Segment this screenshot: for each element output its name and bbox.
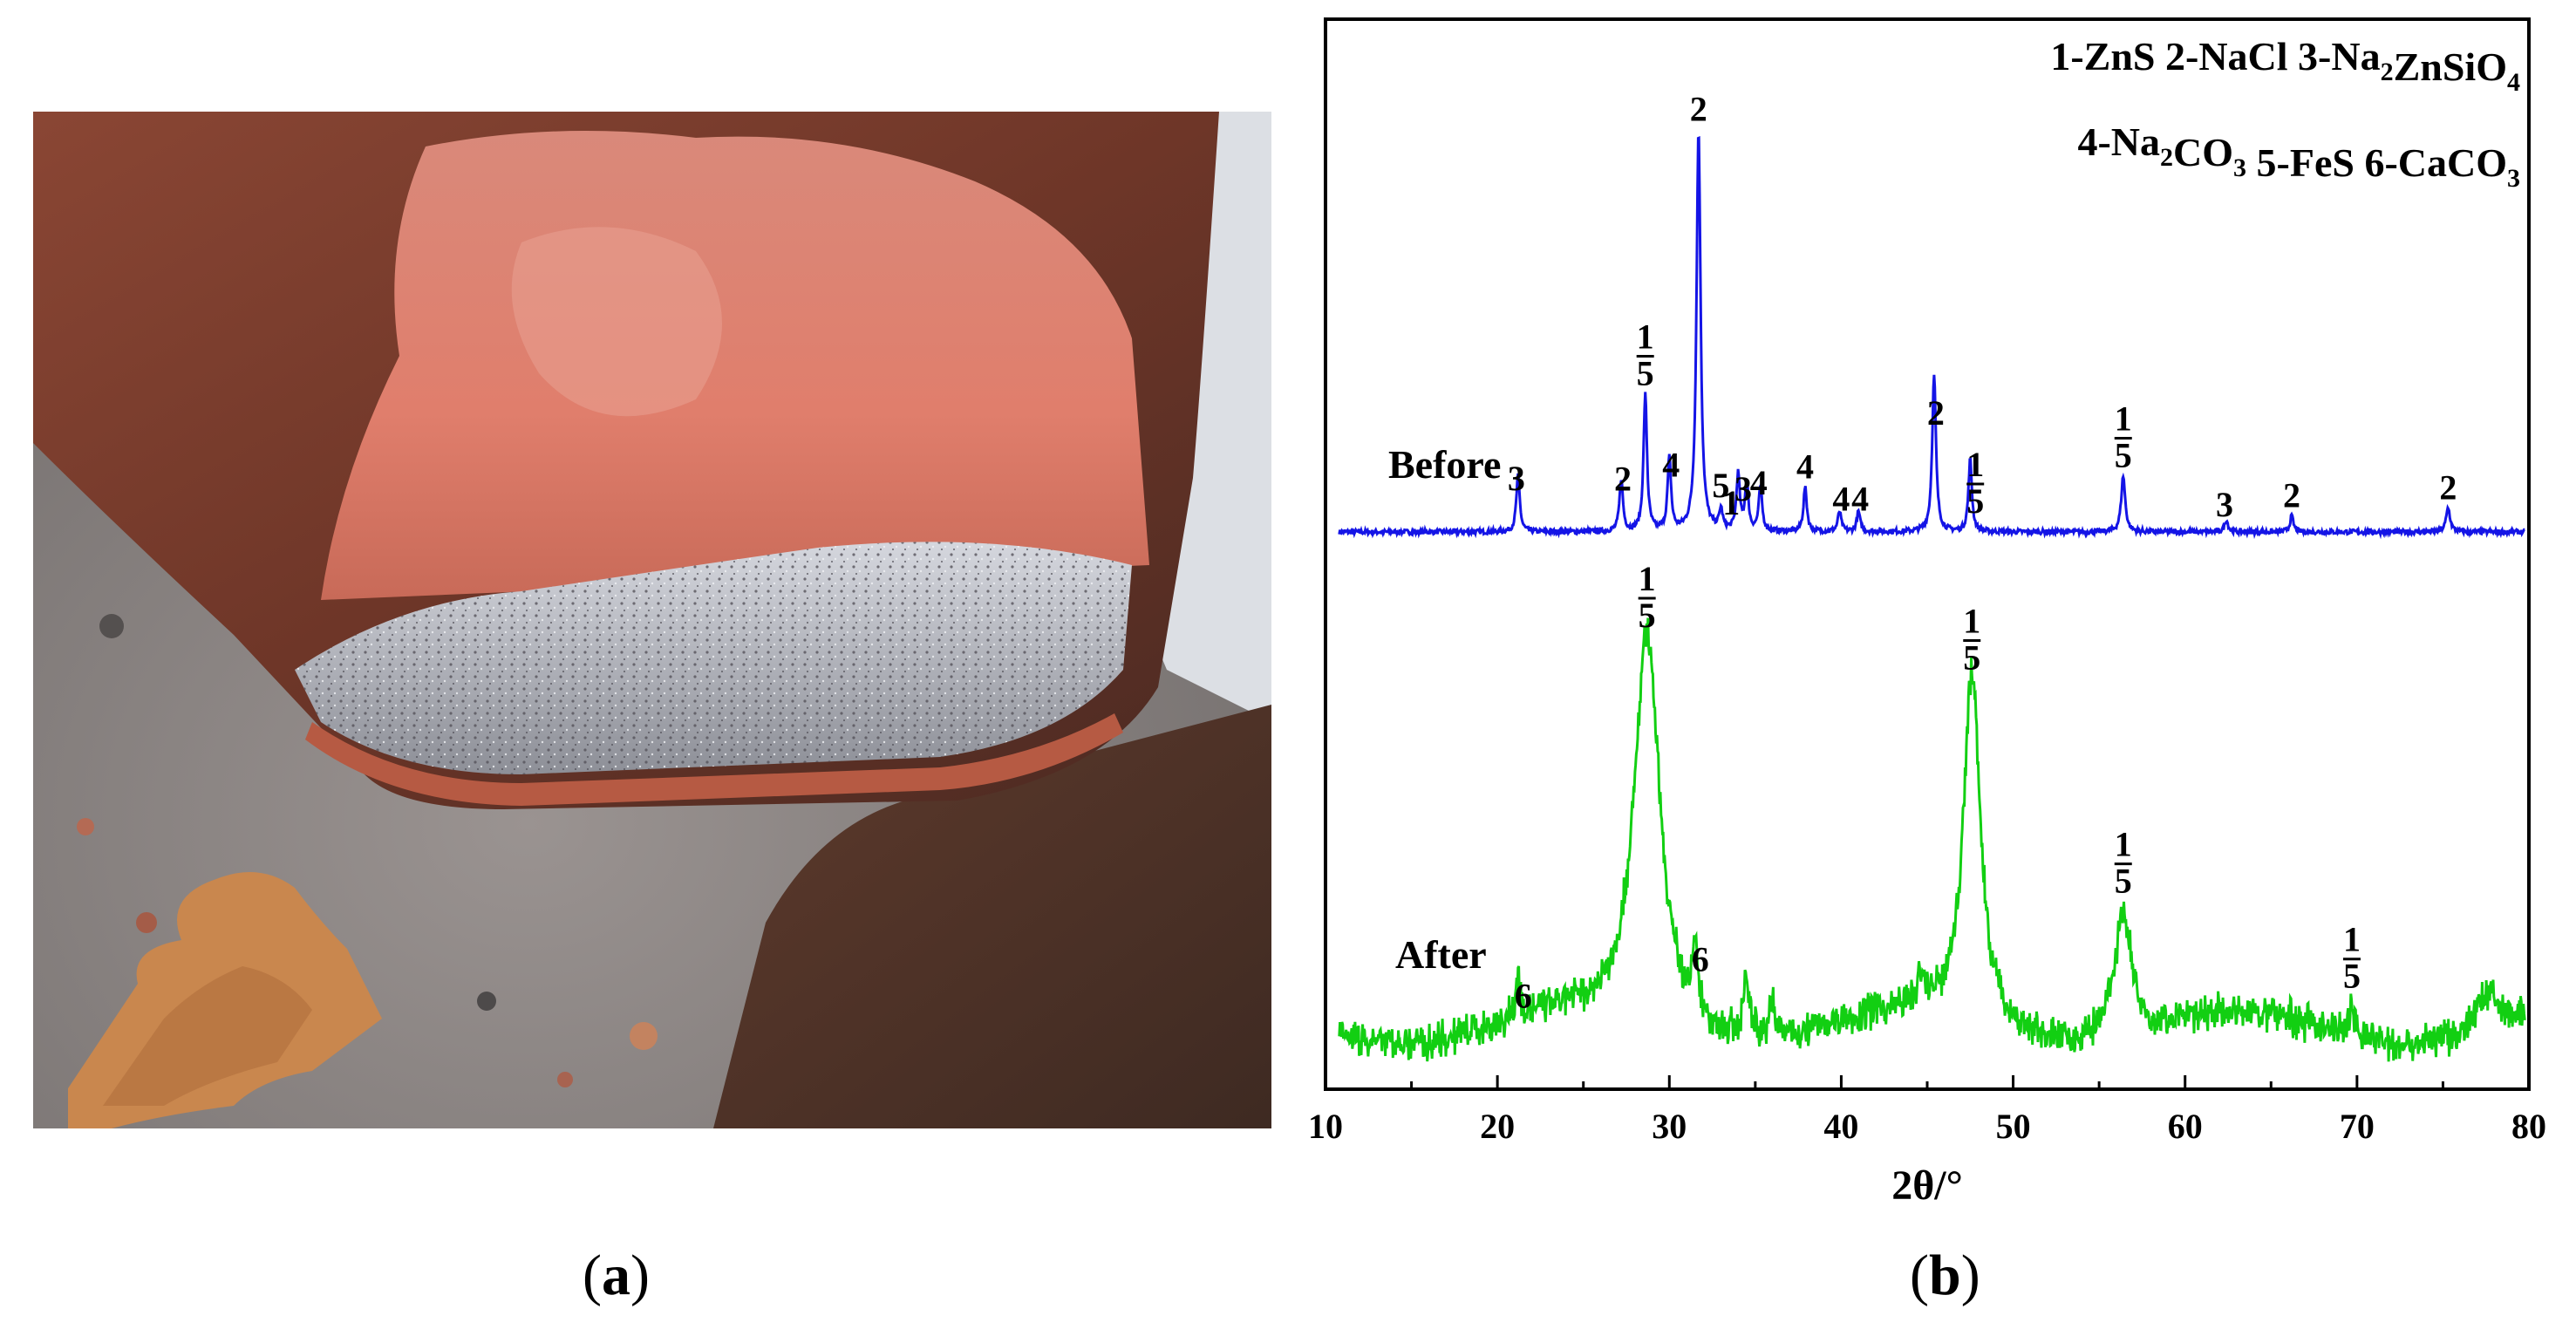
legend-entry: 1-ZnS 2-NaCl 3-Na2ZnSiO4 (2050, 34, 2520, 97)
panel-label-a: (a) (583, 1244, 650, 1307)
peak-label-top: 1 (1966, 445, 1984, 484)
peak-label: 1 (1722, 483, 1740, 522)
peak-label: 4 (1750, 463, 1768, 502)
peak-label-text: 3 (2216, 485, 2233, 524)
peak-label-bottom: 5 (1639, 596, 1656, 635)
x-tick-label: 40 (1823, 1107, 1858, 1146)
peak-label: 2 (2439, 467, 2457, 507)
peak-label: 4 (1851, 480, 1869, 519)
x-tick-label: 80 (2511, 1107, 2546, 1146)
peak-label: 15 (2114, 399, 2132, 475)
peak-label: 15 (2342, 920, 2361, 996)
peak-label-text: 2 (1614, 460, 1632, 499)
peak-label: 15 (1966, 445, 1985, 521)
peak-label-text: 2 (2439, 467, 2457, 507)
peak-label-text: 4 (1851, 480, 1869, 519)
peak-label: 3 (1734, 469, 1752, 508)
panel-label-b: (b) (1910, 1244, 1980, 1307)
peak-label-bottom: 5 (1966, 481, 1984, 521)
peak-label-bottom: 5 (2343, 957, 2361, 996)
peak-label: 5 (1712, 466, 1729, 505)
peak-label-top: 1 (1639, 559, 1656, 598)
x-tick-label: 60 (2168, 1107, 2203, 1146)
peak-label-bottom: 5 (2115, 862, 2132, 901)
peak-label-text: 4 (1750, 463, 1768, 502)
series-line-after (1338, 617, 2526, 1062)
peak-label: 2 (1690, 90, 1707, 129)
peak-label: 4 (1796, 447, 1814, 487)
peak-label-text: 3 (1508, 459, 1525, 498)
peak-label-top: 1 (2343, 920, 2361, 959)
peak-label: 4 (1832, 480, 1850, 519)
peak-label: 3 (1508, 459, 1525, 498)
x-axis-label: 2θ/° (1891, 1162, 1963, 1209)
peak-label-bottom: 5 (2115, 436, 2132, 475)
x-tick-label: 70 (2340, 1107, 2375, 1146)
peak-label: 15 (2114, 825, 2132, 901)
peak-label-text: 4 (1832, 480, 1850, 519)
x-tick-label: 10 (1308, 1107, 1343, 1146)
series-label-before: Before (1388, 442, 1501, 487)
peak-label-text: 4 (1662, 445, 1680, 484)
peak-label-text: 1 (1722, 483, 1740, 522)
peak-label: 6 (1692, 939, 1709, 978)
x-tick-label: 20 (1480, 1107, 1515, 1146)
legend-entry: 4-Na2CO3 5-FeS 6-CaCO3 (2077, 119, 2520, 193)
peak-label-top: 1 (1637, 317, 1654, 356)
peak-label-bottom: 5 (1637, 353, 1654, 392)
x-tick-label: 30 (1652, 1107, 1687, 1146)
peak-label: 4 (1662, 445, 1680, 484)
peak-label: 6 (1515, 976, 1532, 1015)
peak-label-text: 2 (1927, 393, 1945, 433)
series-label-after: After (1395, 932, 1487, 977)
peak-label-top: 1 (1963, 601, 1980, 640)
peak-label-text: 4 (1796, 447, 1814, 487)
peak-label: 2 (1614, 460, 1632, 499)
crucible-photo (33, 112, 1271, 1128)
peak-label-bottom: 5 (1963, 637, 1980, 677)
peak-label: 15 (1639, 559, 1656, 635)
peak-label: 2 (2283, 476, 2300, 515)
peak-label: 15 (1963, 601, 1981, 677)
peak-label: 15 (1637, 317, 1654, 392)
peak-label: 3 (2216, 485, 2233, 524)
peak-label-text: 6 (1515, 976, 1532, 1015)
x-tick-label: 50 (1996, 1107, 2031, 1146)
peak-label-text: 5 (1712, 466, 1729, 505)
peak-label-text: 6 (1692, 939, 1709, 978)
peak-label-text: 2 (2283, 476, 2300, 515)
peak-label-text: 2 (1690, 90, 1707, 129)
series-line-before (1338, 136, 2525, 540)
peak-label-top: 1 (2115, 825, 2132, 864)
peak-label-top: 1 (2115, 399, 2132, 439)
peak-label-text: 3 (1734, 469, 1752, 508)
peak-label: 2 (1927, 393, 1945, 433)
